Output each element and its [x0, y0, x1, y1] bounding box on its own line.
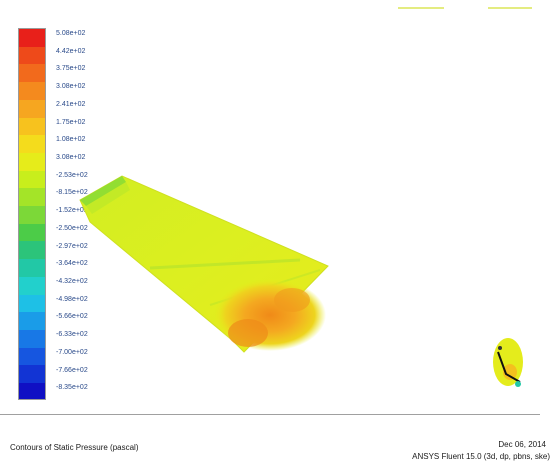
legend-label: -7.66e+02 — [56, 366, 88, 374]
legend-swatch — [19, 383, 45, 399]
color-legend-bar — [18, 28, 46, 400]
legend-swatch — [19, 276, 45, 295]
legend-label: -2.50e+02 — [56, 224, 88, 232]
legend-label: -4.32e+02 — [56, 278, 88, 285]
legend-label: -7.00e+02 — [56, 348, 88, 356]
legend-swatch — [19, 312, 45, 330]
legend-swatch — [19, 170, 45, 189]
legend-swatch — [19, 135, 45, 153]
legend-swatch — [19, 241, 45, 260]
legend-swatch — [19, 206, 45, 224]
legend-label: -1.52e+02 — [56, 207, 88, 215]
legend-swatch — [19, 188, 45, 207]
legend-label: 1.75e+02 — [56, 118, 86, 126]
legend-label: -6.33e+02 — [56, 331, 88, 339]
small-component — [493, 338, 523, 387]
legend-swatch — [19, 29, 45, 47]
plot-caption: Contours of Static Pressure (pascal) — [10, 443, 139, 452]
legend-label: -8.35e+02 — [56, 384, 88, 392]
legend-label: 4.42e+02 — [56, 47, 86, 55]
legend-swatch — [19, 347, 45, 366]
legend-swatch — [19, 82, 45, 100]
footer-divider — [0, 414, 540, 415]
legend-label: -8.15e+02 — [56, 189, 88, 197]
legend-label: 3.08e+02 — [56, 83, 86, 91]
legend-swatch — [19, 329, 45, 348]
contour-plot-scene[interactable] — [0, 0, 556, 410]
legend-label: 3.75e+02 — [56, 65, 86, 73]
legend-swatch — [19, 117, 45, 136]
legend-label: 1.08e+02 — [56, 136, 86, 144]
legend-swatch — [19, 294, 45, 313]
legend-swatch — [19, 223, 45, 242]
plot-date: Dec 06, 2014 — [498, 440, 546, 449]
legend-swatch — [19, 365, 45, 384]
legend-label: -5.66e+02 — [56, 313, 88, 321]
graphics-viewport[interactable]: 5.08e+02 4.42e+02 3.75e+02 3.08e+02 2.41e+02… — [0, 0, 556, 410]
wing-surface — [79, 175, 329, 353]
legend-label: -2.53e+02 — [56, 171, 88, 179]
legend-swatch — [19, 64, 45, 83]
legend-label: -2.97e+02 — [56, 242, 88, 250]
solver-version: ANSYS Fluent 15.0 (3d, dp, pbns, ske) — [412, 452, 550, 461]
legend-label: -4.98e+02 — [56, 295, 88, 303]
legend-label: 2.41e+02 — [56, 100, 86, 108]
legend-swatch — [19, 99, 45, 118]
legend-swatch — [19, 152, 45, 171]
legend-label: 5.08e+02 — [56, 30, 86, 37]
legend-swatch — [19, 259, 45, 277]
legend-label: -3.64e+02 — [56, 260, 88, 268]
legend-swatch — [19, 46, 45, 65]
legend-label: 3.08e+02 — [56, 154, 86, 161]
